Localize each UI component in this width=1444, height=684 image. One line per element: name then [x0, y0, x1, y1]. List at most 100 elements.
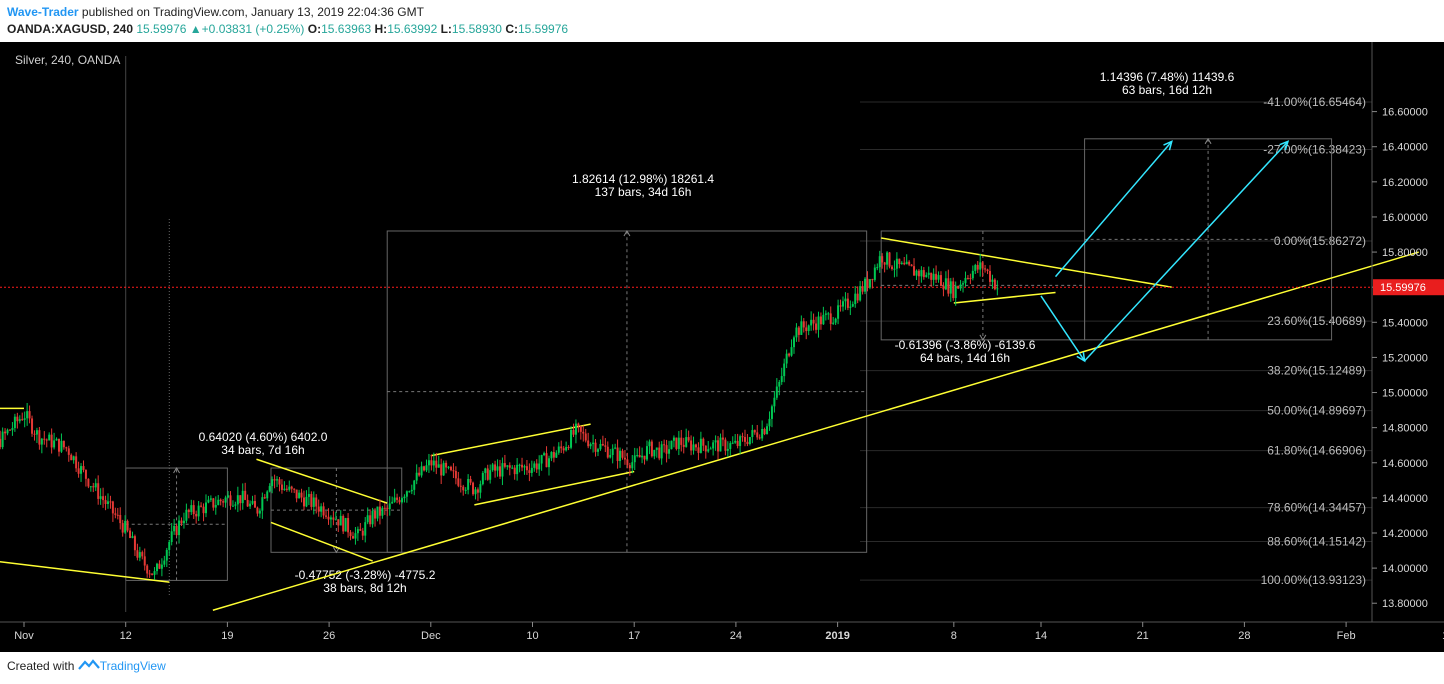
candle-body: [133, 536, 136, 551]
time-axis[interactable]: Nov 12 19 26 Dec 10 17 24 2019 8 14 21 28 Feb 11: [0, 621, 1444, 642]
candle-body: [974, 264, 977, 271]
candle-body: [641, 455, 644, 458]
candle-body: [565, 447, 568, 451]
candle-body: [545, 453, 548, 468]
candle-body: [481, 472, 484, 485]
candle-body: [280, 484, 283, 490]
candle-body: [859, 286, 862, 301]
candle-body: [175, 525, 178, 536]
price-tick-label: 16.40000: [1382, 142, 1428, 154]
candle-body: [452, 470, 455, 472]
candle-body: [457, 478, 460, 486]
last-price: 15.59976: [136, 22, 187, 36]
candle-body: [146, 565, 149, 574]
measure-label-value: 1.14396 (7.48%) 11439.6: [1100, 70, 1235, 84]
candle-body: [572, 429, 575, 435]
candle-body: [45, 439, 48, 441]
candle-body: [822, 314, 825, 325]
candle-body: [616, 447, 619, 462]
candle-body: [278, 479, 281, 485]
price-tick-label: 14.20000: [1382, 528, 1428, 540]
candle-body: [464, 489, 467, 491]
fib-level-label: 50.00%(14.89697): [1267, 404, 1366, 418]
candle-body: [937, 275, 940, 280]
candle-body: [26, 411, 29, 419]
candle-body: [550, 452, 553, 459]
time-tick-label: Nov: [14, 630, 34, 642]
candle-body: [570, 429, 573, 448]
candle-body: [768, 418, 771, 427]
created-with-text: Created with: [7, 659, 75, 673]
candle-body: [102, 496, 105, 501]
candle-body: [523, 466, 526, 468]
candle-body: [709, 448, 712, 450]
candle-body: [77, 468, 80, 474]
candle-body: [623, 457, 626, 460]
price-tick-label: 15.00000: [1382, 388, 1428, 400]
candle-body: [253, 501, 256, 508]
high-value: 15.63992: [387, 22, 438, 36]
candle-body: [954, 285, 957, 299]
candle-body: [535, 463, 538, 470]
author-link[interactable]: Wave-Trader: [7, 5, 79, 19]
candle-body: [837, 305, 840, 319]
candle-body: [249, 503, 252, 507]
candle-body: [540, 455, 543, 464]
price-axis[interactable]: 16.60000 16.40000 16.20000 16.00000 15.80000…: [1371, 42, 1444, 622]
candle-body: [633, 455, 636, 463]
fib-level-label: 100.00%(13.93123): [1261, 573, 1366, 587]
candle-body: [552, 452, 555, 458]
candle-body: [65, 447, 68, 449]
candle-body: [40, 438, 43, 445]
candle-body: [89, 486, 92, 488]
candle-body: [557, 446, 560, 453]
candle-body: [491, 464, 494, 471]
candle-body: [996, 288, 999, 290]
candle-body: [854, 293, 857, 305]
candle-body: [761, 428, 764, 439]
candle-body: [126, 520, 129, 531]
publish-header: Wave-Trader published on TradingView.com…: [0, 0, 1444, 42]
current-price-label: 15.59976: [1380, 282, 1426, 294]
candle-body: [506, 465, 509, 467]
trend-line: [256, 458, 388, 504]
price-chart[interactable]: -41.00%(16.65464) -27.00%(16.38423) 0.00%(…: [0, 42, 1444, 652]
candle-body: [503, 463, 506, 467]
candle-body: [802, 321, 805, 328]
measure-label-bars: 63 bars, 16d 12h: [1122, 83, 1212, 97]
candle-body: [369, 515, 372, 525]
time-tick-label: 11: [1442, 630, 1444, 642]
candle-body: [224, 497, 227, 503]
candle-body: [317, 506, 320, 512]
candle-body: [984, 268, 987, 270]
candle-body: [770, 406, 773, 419]
candle-body: [266, 491, 269, 499]
candle-body: [795, 327, 798, 338]
candle-body: [547, 458, 550, 468]
trend-line: [881, 237, 1172, 288]
candle-body: [631, 462, 634, 469]
tradingview-brand[interactable]: TradingView: [99, 659, 166, 673]
candle-body: [151, 573, 154, 575]
candle-body: [124, 520, 127, 533]
candle-body: [861, 286, 864, 292]
candle-body: [114, 513, 117, 515]
candle-body: [197, 505, 200, 517]
candle-body: [726, 448, 729, 451]
candle-body: [582, 431, 585, 434]
candle-body: [440, 464, 443, 476]
candle-body: [222, 501, 225, 503]
candle-body: [329, 517, 332, 520]
candle-body: [21, 419, 24, 421]
time-tick-label: 10: [526, 630, 538, 642]
candle-body: [876, 267, 879, 269]
candle-body: [408, 491, 411, 493]
candle-body: [449, 466, 452, 471]
candle-body: [290, 486, 293, 489]
candle-body: [699, 438, 702, 453]
candle-body: [13, 416, 16, 429]
candle-body: [736, 440, 739, 446]
candle-body: [496, 466, 499, 471]
projection-arrowhead: [1163, 140, 1173, 151]
candle-body: [217, 499, 220, 505]
